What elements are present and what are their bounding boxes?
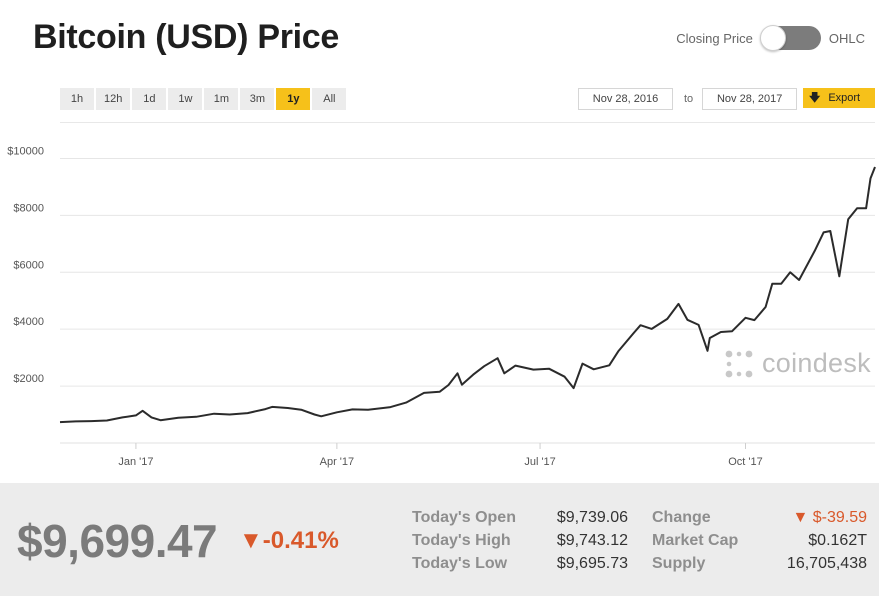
coindesk-logo-icon [725, 350, 753, 377]
stats-column-market: Change ▼ $-39.59 Market Cap $0.162T Supp… [652, 506, 867, 575]
stat-value: $9,695.73 [556, 554, 628, 572]
stats-column-daily: Today's Open $9,739.06 Today's High $9,7… [412, 506, 628, 575]
price-change-percent: ▼-0.41% [239, 527, 339, 554]
watermark-text: coindesk [762, 348, 871, 378]
x-tick-label: Jan '17 [118, 456, 153, 468]
stat-label: Today's High [412, 531, 511, 549]
range-button-1m[interactable]: 1m [204, 88, 239, 110]
stat-row-high: Today's High $9,743.12 [412, 529, 628, 552]
date-to-label: to [684, 93, 694, 105]
stat-row-market-cap: Market Cap $0.162T [652, 529, 867, 552]
chart-mode-toggle: Closing Price OHLC [676, 25, 865, 51]
toggle-label-ohlc: OHLC [828, 30, 865, 46]
stat-value: 16,705,438 [786, 554, 867, 572]
range-button-1d[interactable]: 1d [132, 88, 167, 110]
mode-switch[interactable] [759, 25, 821, 51]
toggle-label-closing: Closing Price [676, 30, 753, 46]
stat-label: Market Cap [652, 531, 739, 549]
x-tick-label: Apr '17 [320, 456, 355, 468]
stat-label: Supply [652, 554, 706, 572]
export-label: Export [828, 92, 861, 104]
y-tick-label: $6000 [13, 259, 44, 271]
y-tick-label: $8000 [13, 202, 44, 214]
stat-row-open: Today's Open $9,739.06 [412, 506, 628, 529]
stat-row-supply: Supply 16,705,438 [652, 552, 867, 575]
date-to-input[interactable] [702, 88, 798, 110]
x-tick-label: Oct '17 [728, 456, 763, 468]
coindesk-watermark: coindesk [724, 348, 871, 379]
price-series-line [59, 166, 876, 424]
time-range-buttons: 1h 12h 1d 1w 1m 3m 1y All [60, 88, 347, 110]
stat-value: ▼ $-39.59 [792, 508, 867, 526]
price-summary-panel: $9,699.47 ▼-0.41% Today's Open $9,739.06… [0, 483, 879, 596]
y-tick-label: $10000 [7, 145, 44, 157]
stat-label: Today's Open [412, 508, 516, 526]
x-tick-label: Jul '17 [524, 456, 555, 468]
range-button-1y[interactable]: 1y [276, 88, 311, 110]
range-button-12h[interactable]: 12h [96, 88, 131, 110]
stat-row-change: Change ▼ $-39.59 [652, 506, 867, 529]
price-chart: $2000 $4000 $6000 $8000 $10000 Jan '17 Apr '17… [7, 145, 876, 468]
y-tick-label: $4000 [13, 316, 44, 328]
date-range-picker: to [578, 88, 798, 110]
chart-top-divider [60, 122, 875, 123]
stat-value: $0.162T [808, 531, 867, 549]
range-button-all[interactable]: All [312, 88, 347, 110]
range-button-1h[interactable]: 1h [60, 88, 94, 110]
switch-knob[interactable] [759, 25, 786, 51]
stat-label: Change [652, 508, 711, 526]
current-price: $9,699.47 [17, 515, 218, 567]
range-button-3m[interactable]: 3m [240, 88, 275, 110]
y-tick-label: $2000 [13, 373, 44, 385]
page-title: Bitcoin (USD) Price [33, 18, 340, 56]
range-button-1w[interactable]: 1w [168, 88, 203, 110]
stat-label: Today's Low [412, 554, 508, 572]
stat-value: $9,743.12 [556, 531, 628, 549]
stat-row-low: Today's Low $9,695.73 [412, 552, 628, 575]
stat-value: $9,739.06 [556, 508, 628, 526]
export-button[interactable]: 🡇 Export [803, 88, 875, 108]
download-arrow-icon: 🡇 [809, 92, 821, 104]
date-from-input[interactable] [578, 88, 673, 110]
